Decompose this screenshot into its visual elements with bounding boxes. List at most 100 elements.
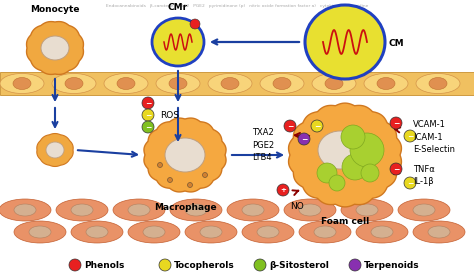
Circle shape bbox=[157, 163, 163, 168]
Ellipse shape bbox=[377, 78, 395, 89]
Ellipse shape bbox=[284, 199, 336, 221]
Text: TNFα
IL-1β: TNFα IL-1β bbox=[413, 165, 435, 187]
Text: −: − bbox=[145, 100, 151, 108]
Circle shape bbox=[390, 163, 402, 175]
Text: Phenols: Phenols bbox=[84, 261, 124, 269]
Ellipse shape bbox=[14, 221, 66, 243]
Text: CM: CM bbox=[389, 39, 405, 49]
Circle shape bbox=[341, 125, 365, 149]
Circle shape bbox=[298, 133, 310, 145]
Text: −: − bbox=[145, 123, 151, 132]
Text: −: − bbox=[393, 166, 399, 174]
Ellipse shape bbox=[165, 138, 205, 172]
Text: −: − bbox=[407, 179, 413, 189]
Ellipse shape bbox=[104, 73, 148, 94]
Circle shape bbox=[404, 130, 416, 142]
Ellipse shape bbox=[273, 78, 291, 89]
Text: −: − bbox=[301, 136, 307, 145]
Circle shape bbox=[159, 259, 171, 271]
Ellipse shape bbox=[185, 221, 237, 243]
Ellipse shape bbox=[416, 73, 460, 94]
Ellipse shape bbox=[156, 73, 200, 94]
Ellipse shape bbox=[128, 221, 180, 243]
Polygon shape bbox=[144, 118, 226, 192]
Circle shape bbox=[390, 117, 402, 129]
Ellipse shape bbox=[429, 78, 447, 89]
Ellipse shape bbox=[170, 199, 222, 221]
Text: −: − bbox=[314, 123, 320, 131]
Ellipse shape bbox=[169, 78, 187, 89]
Ellipse shape bbox=[318, 131, 362, 169]
Ellipse shape bbox=[364, 73, 408, 94]
Ellipse shape bbox=[29, 226, 51, 238]
Bar bbox=[0, 72, 474, 95]
Text: −: − bbox=[393, 120, 399, 129]
Polygon shape bbox=[289, 103, 401, 207]
Circle shape bbox=[329, 175, 345, 191]
Circle shape bbox=[142, 109, 154, 121]
Ellipse shape bbox=[398, 199, 450, 221]
Ellipse shape bbox=[152, 18, 204, 66]
Text: Tocopherols: Tocopherols bbox=[174, 261, 235, 269]
Circle shape bbox=[349, 259, 361, 271]
Circle shape bbox=[284, 120, 296, 132]
Circle shape bbox=[317, 163, 337, 183]
Text: β-Sitosterol: β-Sitosterol bbox=[269, 261, 329, 269]
Text: NO: NO bbox=[290, 202, 304, 211]
Ellipse shape bbox=[242, 221, 294, 243]
Ellipse shape bbox=[86, 226, 108, 238]
Circle shape bbox=[190, 19, 200, 29]
Circle shape bbox=[277, 184, 289, 196]
Circle shape bbox=[142, 97, 154, 109]
Text: TXA2
PGE2
LTB4: TXA2 PGE2 LTB4 bbox=[252, 128, 274, 162]
Ellipse shape bbox=[314, 226, 336, 238]
Text: Endocannabinoids   β-carotene   TXA2   PGE2   pyrimidinone (p)   nitric oxide fo: Endocannabinoids β-carotene TXA2 PGE2 py… bbox=[106, 4, 368, 8]
Ellipse shape bbox=[71, 204, 93, 216]
Ellipse shape bbox=[46, 142, 64, 158]
Ellipse shape bbox=[221, 78, 239, 89]
Circle shape bbox=[361, 164, 379, 182]
Text: ROS: ROS bbox=[160, 110, 179, 120]
Ellipse shape bbox=[356, 221, 408, 243]
Circle shape bbox=[202, 172, 208, 177]
Circle shape bbox=[69, 259, 81, 271]
Text: −: − bbox=[145, 112, 151, 121]
Ellipse shape bbox=[52, 73, 96, 94]
Ellipse shape bbox=[128, 204, 150, 216]
Ellipse shape bbox=[312, 73, 356, 94]
Text: Macrophage: Macrophage bbox=[154, 203, 216, 212]
Ellipse shape bbox=[413, 204, 435, 216]
Ellipse shape bbox=[227, 199, 279, 221]
Ellipse shape bbox=[341, 199, 393, 221]
Ellipse shape bbox=[117, 78, 135, 89]
Ellipse shape bbox=[143, 226, 165, 238]
Circle shape bbox=[404, 177, 416, 189]
Ellipse shape bbox=[305, 5, 385, 79]
Circle shape bbox=[167, 177, 173, 182]
Ellipse shape bbox=[65, 78, 83, 89]
Text: Foam cell: Foam cell bbox=[321, 217, 369, 226]
Ellipse shape bbox=[200, 226, 222, 238]
Ellipse shape bbox=[257, 226, 279, 238]
Ellipse shape bbox=[0, 73, 44, 94]
Ellipse shape bbox=[325, 78, 343, 89]
Circle shape bbox=[254, 259, 266, 271]
Polygon shape bbox=[37, 134, 73, 166]
Text: Monocyte: Monocyte bbox=[30, 5, 80, 14]
Circle shape bbox=[142, 121, 154, 133]
Ellipse shape bbox=[299, 204, 321, 216]
Circle shape bbox=[311, 120, 323, 132]
Circle shape bbox=[342, 154, 368, 180]
Circle shape bbox=[350, 133, 384, 167]
Ellipse shape bbox=[371, 226, 393, 238]
Ellipse shape bbox=[185, 204, 207, 216]
Text: −: − bbox=[407, 132, 413, 142]
Ellipse shape bbox=[260, 73, 304, 94]
Text: CMr: CMr bbox=[168, 3, 188, 12]
Ellipse shape bbox=[208, 73, 252, 94]
Ellipse shape bbox=[71, 221, 123, 243]
Text: +: + bbox=[280, 187, 286, 193]
Ellipse shape bbox=[413, 221, 465, 243]
Text: −: − bbox=[287, 123, 293, 131]
Ellipse shape bbox=[113, 199, 165, 221]
